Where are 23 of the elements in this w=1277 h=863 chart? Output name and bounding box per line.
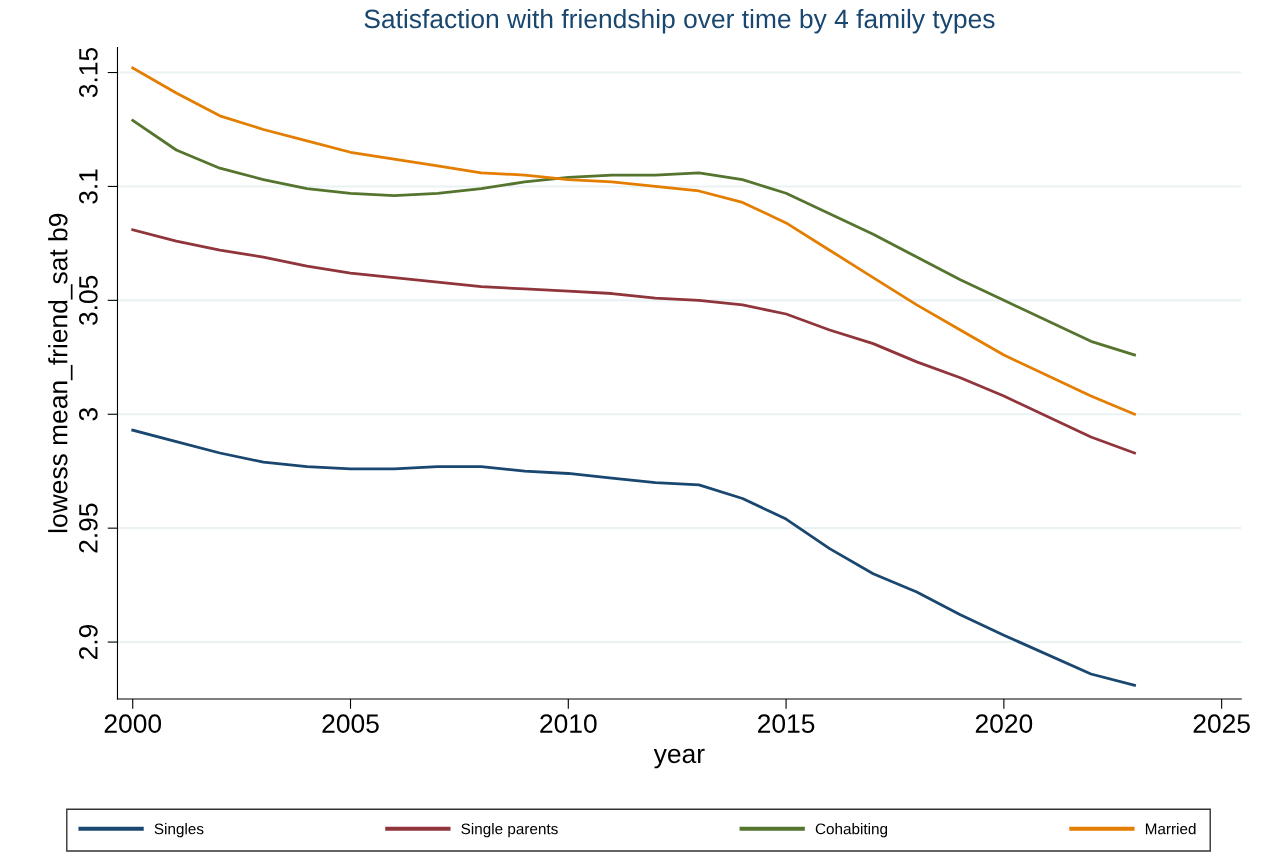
chart-title: Satisfaction with friendship over time by 4 family types	[364, 8, 995, 34]
x-tick-label: 2010	[540, 714, 597, 733]
x-tick-label: 2025	[1193, 714, 1250, 733]
legend-label: Singles	[154, 823, 204, 838]
x-axis-title: year	[653, 748, 705, 769]
line-series	[131, 66, 1136, 416]
legend-label: Married	[1145, 823, 1196, 835]
y-tick-label: 2.9	[79, 624, 98, 660]
line-series	[131, 428, 1136, 687]
y-tick-label: 2.95	[79, 503, 98, 553]
y-axis-title: lowess mean_friend_sat b9	[48, 213, 73, 533]
legend-label: Cohabiting	[815, 823, 888, 838]
y-tick-label: 3	[79, 408, 98, 421]
y-tick-label: 3.1	[79, 169, 98, 204]
x-tick-label: 2005	[322, 714, 379, 733]
line-series	[131, 228, 1136, 455]
y-tick-label: 3.15	[79, 47, 98, 98]
y-tick-label: 3.05	[79, 275, 98, 326]
x-tick-label: 2000	[104, 714, 162, 733]
legend-label: Single parents	[461, 823, 558, 838]
line-series	[131, 118, 1136, 357]
x-tick-label: 2015	[758, 714, 815, 733]
x-tick-label: 2020	[975, 714, 1033, 733]
